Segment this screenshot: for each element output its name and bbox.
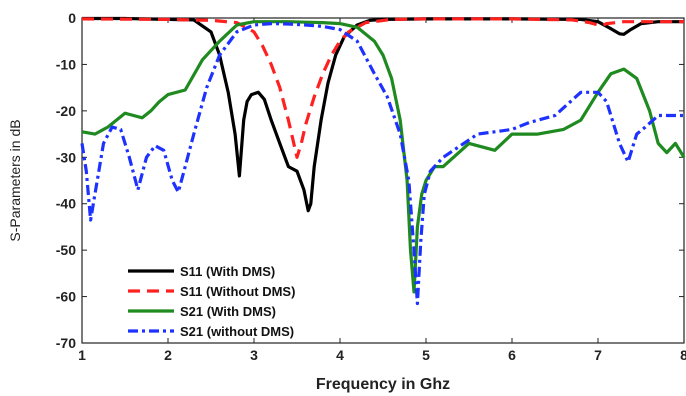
legend-label-3: S21 (With DMS): [180, 304, 276, 319]
x-tick-label: 4: [336, 347, 344, 363]
y-tick-label: 0: [68, 10, 76, 26]
x-axis-title: Frequency in Ghz: [316, 376, 450, 393]
axis-ticks: 1 2 3 4 5 6 7 8 0 -10 -20 -30 -40 -50 -60 -70: [56, 10, 686, 363]
y-tick-label: -60: [56, 289, 76, 305]
series-line-4: [80, 22, 684, 306]
x-tick-label: 3: [250, 347, 258, 363]
y-tick-label: -50: [56, 242, 76, 258]
plot-area-frame: [81, 17, 685, 344]
legend-label-4: S21 (without DMS): [180, 324, 294, 339]
legend-label-1: S11 (With DMS): [180, 264, 275, 279]
y-tick-label: -70: [56, 335, 76, 351]
series-line-2: [81, 17, 684, 159]
x-tick-label: 7: [594, 347, 602, 363]
y-tick-label: -20: [56, 103, 76, 119]
x-tick-label: 5: [422, 347, 430, 363]
y-axis-title: S-Parameters in dB: [7, 119, 23, 241]
x-tick-label: 1: [78, 347, 86, 363]
series-layer: [80, 16, 686, 306]
y-tick-label: -30: [56, 149, 76, 165]
legend-label-2: S11 (Without DMS): [180, 284, 295, 299]
y-tick-label: -10: [56, 56, 76, 72]
x-tick-label: 6: [508, 347, 516, 363]
x-tick-label: 2: [164, 347, 172, 363]
legend: S11 (With DMS) S11 (Without DMS) S21 (With…: [128, 264, 295, 339]
x-tick-label: 8: [680, 347, 686, 363]
y-tick-label: -40: [56, 196, 76, 212]
